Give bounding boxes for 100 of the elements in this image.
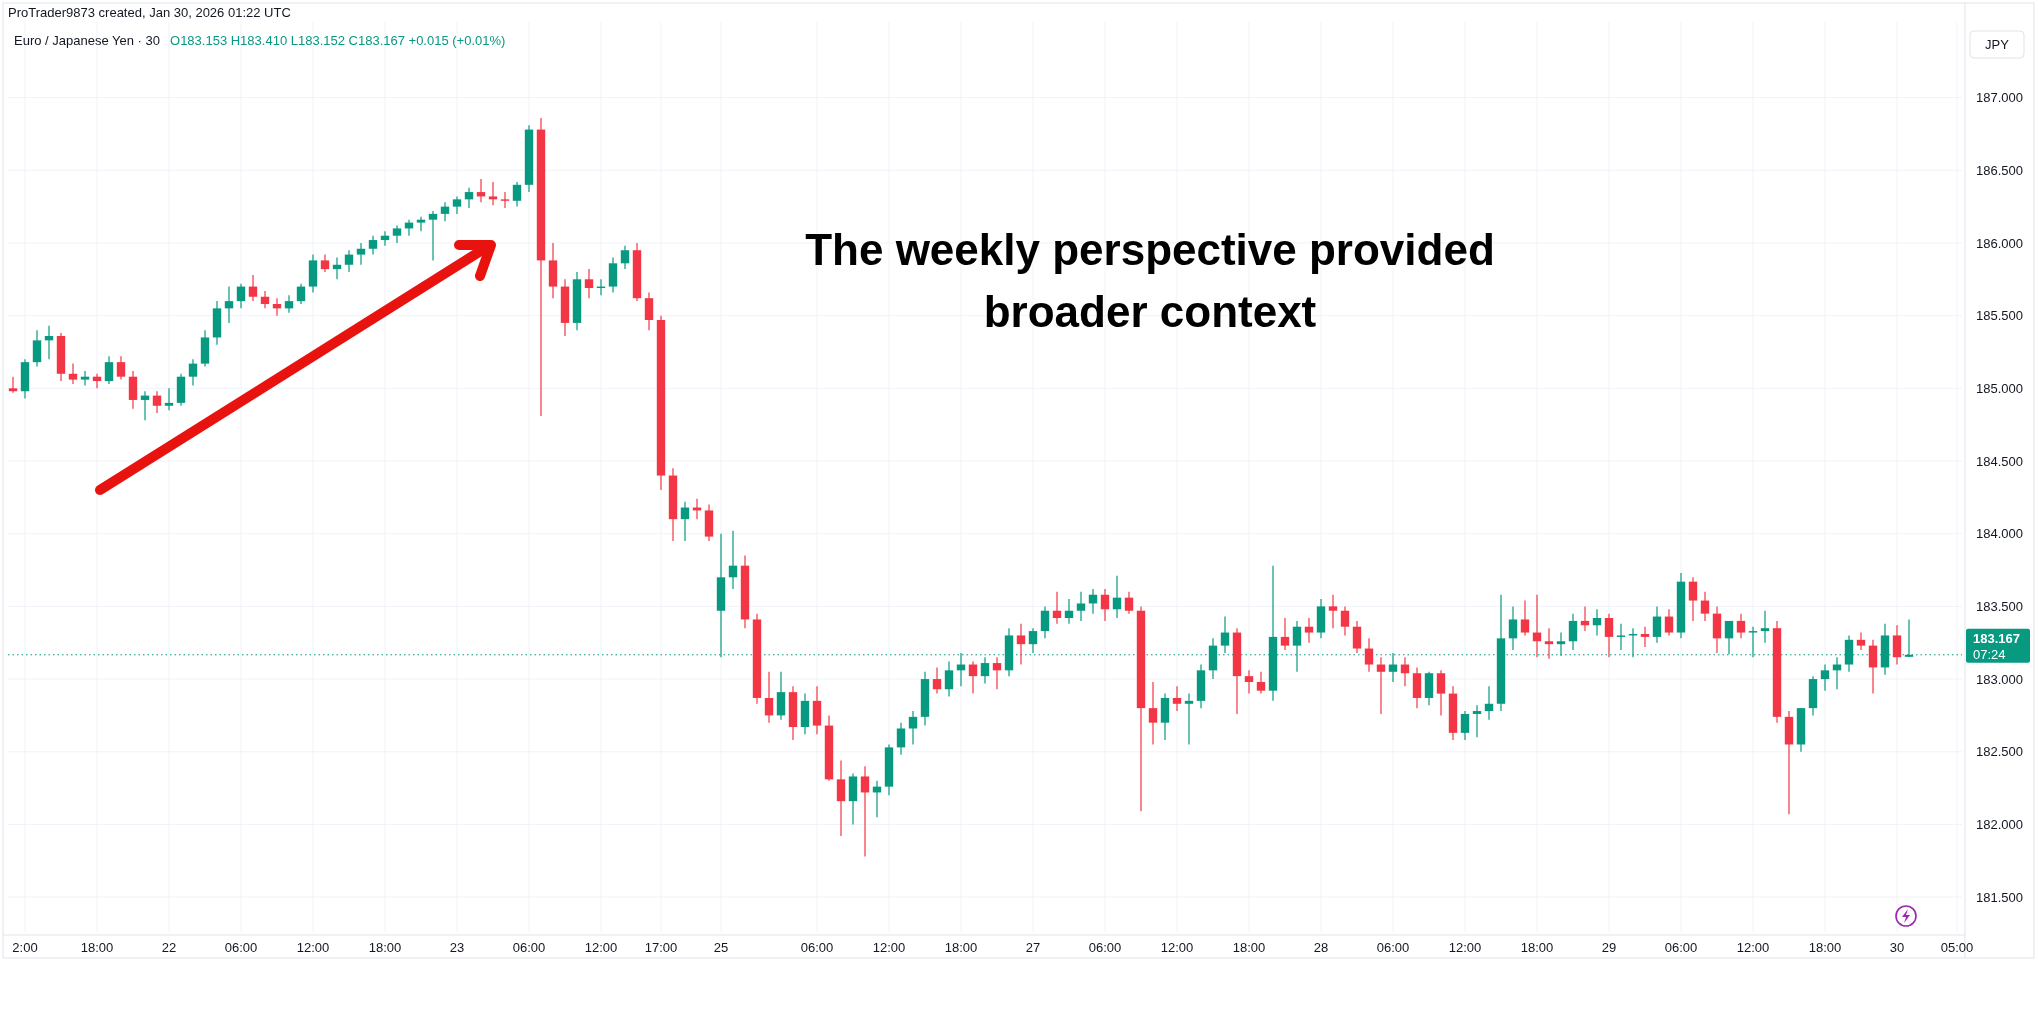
candlestick [488, 181, 498, 206]
x-tick-label: 12:00 [296, 940, 330, 955]
candlestick [284, 294, 294, 314]
candlestick [356, 242, 366, 266]
x-tick-label: 06:00 [1376, 940, 1410, 955]
candlestick [1244, 669, 1254, 695]
candlestick [776, 671, 786, 721]
y-tick-label: 184.500 [1976, 453, 2023, 469]
candlestick [512, 181, 522, 208]
x-tick-label: 12:00 [1736, 940, 1770, 955]
x-tick-label: 28 [1313, 940, 1329, 955]
candlestick [1184, 693, 1194, 746]
x-tick-label: 2:00 [12, 940, 38, 955]
y-tick-label: 182.500 [1976, 744, 2023, 760]
candlestick [1256, 671, 1266, 695]
candlestick [1460, 710, 1470, 741]
candlestick [860, 765, 870, 858]
candlestick [644, 291, 654, 331]
candlestick [1892, 624, 1902, 666]
candlestick [968, 661, 978, 695]
candlestick [1352, 620, 1362, 654]
text: JPY [1985, 37, 2010, 52]
candlestick [152, 390, 162, 414]
candlestick [1172, 685, 1182, 712]
y-tick-label: 181.500 [1976, 889, 2023, 905]
y-tick-label: 183.000 [1976, 671, 2023, 687]
candlestick [1868, 639, 1878, 695]
candlestick [1508, 605, 1518, 651]
candlestick [1112, 575, 1122, 619]
x-tick-label: 12:00 [1448, 940, 1482, 955]
x-tick-label: 06:00 [1088, 940, 1122, 955]
candlestick [1592, 608, 1602, 637]
candlestick [980, 656, 990, 685]
y-tick-label: 187.000 [1976, 90, 2023, 106]
candlestick [1028, 627, 1038, 654]
candlestick [1064, 598, 1074, 625]
y-tick-label: 182.000 [1976, 816, 2023, 832]
candlestick [500, 191, 510, 209]
candlestick [1280, 617, 1290, 651]
candlestick [1148, 681, 1158, 746]
text: Euro / Japanese Yen · 30 [14, 33, 161, 48]
candlestick [344, 249, 354, 273]
candlestick [932, 666, 942, 695]
candlestick [368, 235, 378, 256]
candlestick [428, 210, 438, 261]
x-tick-label: 18:00 [1808, 940, 1842, 955]
candlestick [1376, 656, 1386, 715]
text: 07:24 [1973, 646, 2006, 662]
candlestick [116, 355, 126, 381]
candlestick [68, 363, 78, 385]
y-tick-label: 186.500 [1976, 162, 2023, 178]
candlestick [908, 710, 918, 746]
x-tick-label: 30 [1889, 940, 1905, 955]
candlestick [1100, 588, 1110, 622]
y-tick-label: 183.500 [1976, 598, 2023, 614]
candlestick [1544, 627, 1554, 660]
candlestick [164, 387, 174, 411]
text: O183.153 H183.410 L183.152 C183.167 +0.015 (+0.01%) [170, 33, 506, 48]
candlestick [1688, 576, 1698, 622]
candlestick [128, 370, 138, 410]
candlestick [8, 376, 18, 394]
x-tick-label: 29 [1601, 940, 1617, 955]
candlestick [248, 274, 258, 302]
candlestick [680, 501, 690, 542]
candlestick [1640, 626, 1650, 648]
candlestick [1040, 605, 1050, 639]
candlestick [896, 722, 906, 756]
candlestick [836, 759, 846, 837]
y-tick-label: 186.000 [1976, 235, 2023, 251]
candlestick [1364, 637, 1374, 673]
candlestick [1304, 617, 1314, 644]
x-tick-label: 18:00 [368, 940, 402, 955]
candlestick [944, 661, 954, 698]
candlestick [32, 329, 42, 368]
y-tick-label: 184.000 [1976, 526, 2023, 542]
x-tick-label: 25 [713, 940, 729, 955]
x-tick-label: 18:00 [944, 940, 978, 955]
candlestick [1076, 591, 1086, 622]
x-tick-label: 06:00 [800, 940, 834, 955]
candlestick [224, 285, 234, 324]
x-tick-label: 06:00 [512, 940, 546, 955]
candlestick [440, 201, 450, 222]
candlestick [1568, 613, 1578, 651]
candlestick [1472, 704, 1482, 738]
candlestick [1820, 663, 1830, 692]
candlestick [608, 256, 618, 293]
candlestick [764, 671, 774, 724]
candlestick [104, 355, 114, 385]
candlestick [1736, 613, 1746, 639]
x-tick-label: 12:00 [584, 940, 618, 955]
candlestick [728, 530, 738, 590]
candlestick [1340, 605, 1350, 637]
candlestick [1616, 623, 1626, 651]
x-tick-label: 22 [161, 940, 177, 955]
candlestick [1556, 631, 1566, 657]
candlestick [584, 268, 594, 299]
x-tick-label: 18:00 [1520, 940, 1554, 955]
candlestick [80, 370, 90, 387]
y-tick-label: 185.000 [1976, 380, 2023, 396]
x-tick-label: 06:00 [1664, 940, 1698, 955]
